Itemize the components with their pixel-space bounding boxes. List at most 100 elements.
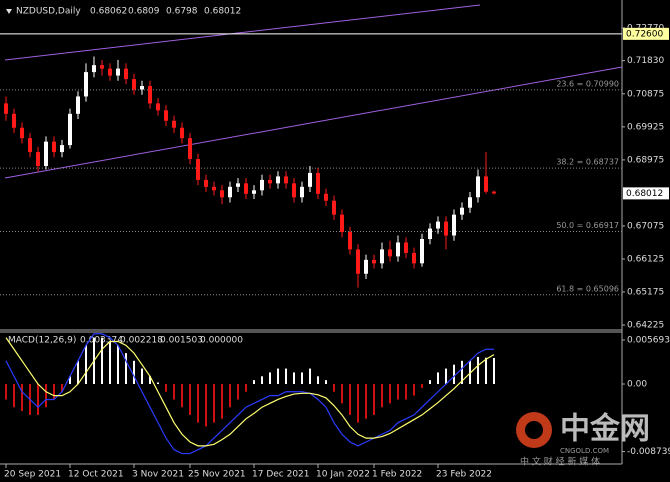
trend-line: [4, 66, 623, 179]
histogram-bar: [165, 384, 167, 392]
candle-body: [12, 113, 16, 128]
macd-line: [5, 337, 495, 447]
candle-body: [324, 193, 328, 201]
histogram-bar: [237, 384, 239, 400]
histogram-bar: [133, 360, 135, 385]
histogram-bar: [285, 368, 287, 385]
y-tick-label: 0.005693: [627, 336, 670, 346]
candle-body: [164, 110, 168, 121]
histogram-bar: [5, 384, 7, 400]
histogram-bar: [189, 384, 191, 415]
histogram-bar: [69, 376, 71, 385]
candle-body: [452, 214, 456, 236]
histogram-bar: [461, 360, 463, 385]
histogram-bar: [477, 356, 479, 385]
histogram-bar: [245, 384, 247, 392]
menu-arrow: [6, 9, 12, 14]
x-tick-label: 12 Oct 2021: [68, 470, 124, 480]
histogram-bar: [365, 384, 367, 419]
candle-body: [300, 186, 304, 198]
macd-line: [5, 333, 494, 455]
high-value: 0.6809: [128, 7, 160, 17]
histogram-bar: [373, 384, 375, 415]
candle-body: [316, 172, 320, 194]
x-tick-label: 1 Feb 2022: [372, 470, 422, 480]
candle-body: [124, 68, 128, 80]
candle-body: [220, 190, 224, 198]
candle-body: [204, 179, 208, 187]
histogram-bar: [493, 357, 495, 385]
y-tick-label: 0.69925: [627, 122, 664, 132]
histogram-bar: [213, 384, 215, 423]
candle-body: [188, 138, 192, 160]
histogram-bar: [181, 384, 183, 408]
candle-body: [52, 141, 56, 153]
candle-body: [276, 176, 280, 184]
close-value: 0.68012: [204, 7, 241, 17]
histogram-bar: [381, 384, 383, 408]
candle-body: [284, 176, 288, 184]
candle-body: [444, 221, 448, 236]
candle-body: [100, 65, 104, 69]
candle-body: [332, 200, 336, 215]
candle-body: [380, 249, 384, 264]
symbol-title: NZDUSD,Daily: [16, 7, 81, 17]
x-tick-label: 20 Sep 2021: [4, 470, 61, 480]
candle-body: [340, 214, 344, 233]
histogram-bar: [485, 357, 487, 385]
histogram-bar: [197, 384, 199, 423]
candle-body: [484, 176, 488, 192]
candle-body: [156, 103, 160, 111]
histogram-bar: [229, 384, 231, 408]
y-tick-label: 0.67075: [627, 221, 664, 231]
price-box: [623, 187, 669, 200]
histogram-bar: [101, 337, 103, 385]
candle-body: [108, 68, 112, 76]
candle-body: [172, 120, 176, 128]
candle-body: [420, 238, 424, 264]
y-tick-label: 0.68975: [627, 155, 664, 165]
fib-label: 38.2 = 0.68737: [556, 158, 619, 167]
site: CNGOLD.COM: [560, 447, 609, 455]
candle-body: [308, 172, 312, 187]
x-tick-label: 17 Dec 2021: [252, 470, 310, 480]
candle-body: [468, 197, 472, 208]
candle-body: [388, 249, 392, 257]
price-label: 0.68012: [626, 189, 663, 199]
macd-title: MACD(12,26,9): [8, 336, 76, 346]
x-tick-label: 25 Nov 2021: [188, 470, 246, 480]
histogram-bar: [117, 345, 119, 385]
candle-body: [348, 232, 352, 250]
histogram-bar: [317, 376, 319, 385]
macd-value: 0.001503: [160, 336, 203, 346]
x-tick-label: 23 Feb 2022: [436, 470, 492, 480]
histogram-bar: [221, 384, 223, 419]
histogram-bar: [301, 372, 303, 385]
slogan: 中 文 财 经 新 媒 体: [520, 456, 600, 468]
histogram-bar: [269, 372, 271, 385]
y-tick-label: 0.65175: [627, 288, 664, 298]
histogram-bar: [413, 384, 415, 396]
y-tick-label: 0.70875: [627, 89, 664, 99]
y-tick-label: 0.66125: [627, 254, 664, 264]
histogram-bar: [341, 384, 343, 404]
histogram-bar: [389, 384, 391, 404]
histogram-bar: [125, 353, 127, 385]
macd-value: 0.000000: [200, 336, 243, 346]
y-tick-label: 0.64225: [627, 321, 664, 331]
histogram-bar: [429, 380, 431, 385]
candle-body: [412, 252, 416, 264]
histogram-bar: [253, 380, 255, 385]
histogram-bar: [397, 384, 399, 400]
histogram-bar: [157, 382, 159, 385]
histogram-bar: [45, 384, 47, 408]
histogram-bar: [173, 384, 175, 400]
histogram-bar: [77, 360, 79, 385]
candle-body: [44, 141, 48, 166]
candle-body: [92, 65, 96, 73]
candle-body: [212, 186, 216, 191]
candle-body: [428, 228, 432, 239]
candle-body: [132, 79, 136, 90]
